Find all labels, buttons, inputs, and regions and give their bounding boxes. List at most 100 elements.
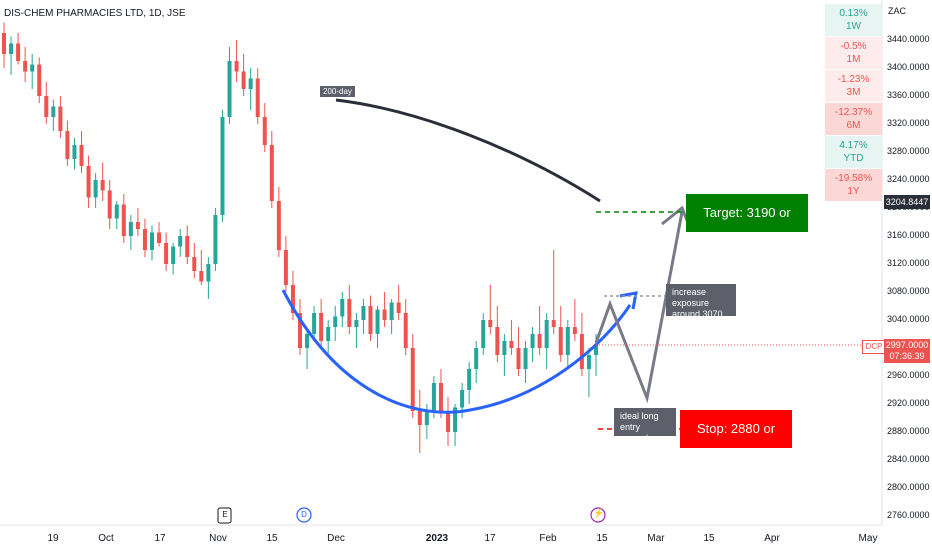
entry-note-line-2: around 2920 xyxy=(620,433,649,454)
candle-body-up xyxy=(333,316,338,327)
candle-body-up xyxy=(178,236,183,247)
candle-body-up xyxy=(375,309,380,334)
candle-body-up xyxy=(93,180,98,198)
last-price-badge: 2997.0000 07:36:39 xyxy=(884,339,930,363)
performance-value: -12.37% xyxy=(834,107,873,118)
candle-body-up xyxy=(453,407,458,432)
candle-body-down xyxy=(2,33,6,54)
performance-cell-6m[interactable]: -12.37% 6M xyxy=(825,103,882,135)
earnings-event-letter: E xyxy=(222,510,228,519)
x-tick-label: Feb xyxy=(539,533,557,544)
last-price-value: 2997.0000 xyxy=(885,340,929,350)
candle-body-up xyxy=(150,232,154,250)
performance-value: -0.5% xyxy=(840,41,867,52)
ideal-entry-note: ideal long entry around 2920 xyxy=(614,408,676,454)
symbol-badge: DCP xyxy=(862,340,886,354)
candle-body-down xyxy=(283,250,288,285)
ma-label: 200-day xyxy=(320,86,355,97)
candle-body-up xyxy=(530,334,535,348)
dividend-event-icon[interactable] xyxy=(296,507,312,523)
candle-body-up xyxy=(171,246,176,264)
candle-body-up xyxy=(354,320,359,327)
stop-label: Stop: 2880 or -4.1% xyxy=(680,410,792,474)
ma-value-badge: 3204.8447 xyxy=(884,195,930,209)
candle-body-up xyxy=(114,204,119,219)
candle-body-up xyxy=(213,215,218,264)
candle-body-up xyxy=(586,355,591,369)
candle-body-down xyxy=(255,78,260,117)
x-tick-label: 17 xyxy=(154,533,166,544)
performance-period: 1W xyxy=(846,21,861,32)
y-tick-label: 2880.0000 xyxy=(887,426,930,436)
candle-body-down xyxy=(488,320,493,327)
candle-body-up xyxy=(361,306,366,320)
candle-body-down xyxy=(107,190,112,219)
candle-body-up xyxy=(594,344,598,355)
candle-body-up xyxy=(565,327,570,355)
candle-body-up xyxy=(544,320,549,348)
candle-body-down xyxy=(44,96,49,117)
candle-body-down xyxy=(185,236,190,257)
candle-body-down xyxy=(241,71,246,89)
candle-body-down xyxy=(192,257,197,271)
performance-cell-1y[interactable]: -19.58% 1Y xyxy=(825,169,882,201)
x-tick-label: 19 xyxy=(47,533,59,544)
candle-body-down xyxy=(86,166,91,198)
x-tick-label: Apr xyxy=(764,533,780,544)
candle-body-up xyxy=(431,383,436,411)
candle-body-down xyxy=(396,302,401,313)
candle-body-up xyxy=(305,334,310,348)
earnings-event-icon[interactable] xyxy=(217,507,232,524)
split-event-icon[interactable] xyxy=(590,507,606,523)
candlestick-series xyxy=(2,22,598,453)
candle-body-down xyxy=(157,232,162,243)
candle-body-down xyxy=(290,285,295,313)
entry-note-line-1: ideal long entry xyxy=(620,411,659,432)
target-label: Target: 3190 or +6.4% xyxy=(686,194,808,258)
performance-cell-ytd[interactable]: 4.17% YTD xyxy=(825,136,882,168)
x-tick-label: Nov xyxy=(209,533,227,544)
y-tick-label: 3040.0000 xyxy=(887,314,930,324)
candle-body-down xyxy=(516,348,521,369)
candle-body-down xyxy=(100,180,105,191)
cup-curve-arrowhead xyxy=(619,291,638,310)
y-tick-label: 3440.0000 xyxy=(887,34,930,44)
candle-body-down xyxy=(368,306,373,334)
x-tick-label: May xyxy=(858,533,878,544)
dividend-event-letter: D xyxy=(301,510,307,519)
candle-body-down xyxy=(234,61,239,72)
projection-arrow xyxy=(594,211,684,404)
candle-body-down xyxy=(382,309,387,320)
candle-body-down xyxy=(495,327,500,355)
candle-body-up xyxy=(340,299,345,317)
performance-value: 0.13% xyxy=(839,8,868,19)
performance-cell-3m[interactable]: -1.23% 3M xyxy=(825,70,882,102)
candle-body-down xyxy=(276,201,281,250)
performance-cell-1w[interactable]: 0.13% 1W xyxy=(825,4,882,36)
moving-average-200-line xyxy=(335,98,601,203)
y-tick-label: 3280.0000 xyxy=(887,146,930,156)
candle-body-down xyxy=(509,341,514,348)
candle-body-up xyxy=(326,327,331,341)
candle-body-down xyxy=(269,145,274,201)
candle-body-down xyxy=(164,243,169,264)
candle-body-down xyxy=(558,327,563,355)
y-tick-label: 3360.0000 xyxy=(887,90,930,100)
x-tick-label: 15 xyxy=(266,533,278,544)
candle-body-up xyxy=(9,43,14,54)
performance-value: -1.23% xyxy=(837,74,870,85)
candle-body-up xyxy=(312,313,317,334)
candle-body-down xyxy=(79,145,84,166)
currency-label: ZAC xyxy=(888,6,906,16)
y-tick-label: 2840.0000 xyxy=(887,454,930,464)
candle-body-up xyxy=(467,369,472,390)
bar-countdown: 07:36:39 xyxy=(889,351,925,361)
performance-period: YTD xyxy=(843,153,864,164)
candle-body-up xyxy=(227,61,232,117)
candle-body-up xyxy=(206,264,211,282)
performance-cell-1m[interactable]: -0.5% 1M xyxy=(825,37,882,69)
candle-body-down xyxy=(417,411,422,425)
candle-body-down xyxy=(37,64,42,96)
x-tick-label: Oct xyxy=(98,533,114,544)
